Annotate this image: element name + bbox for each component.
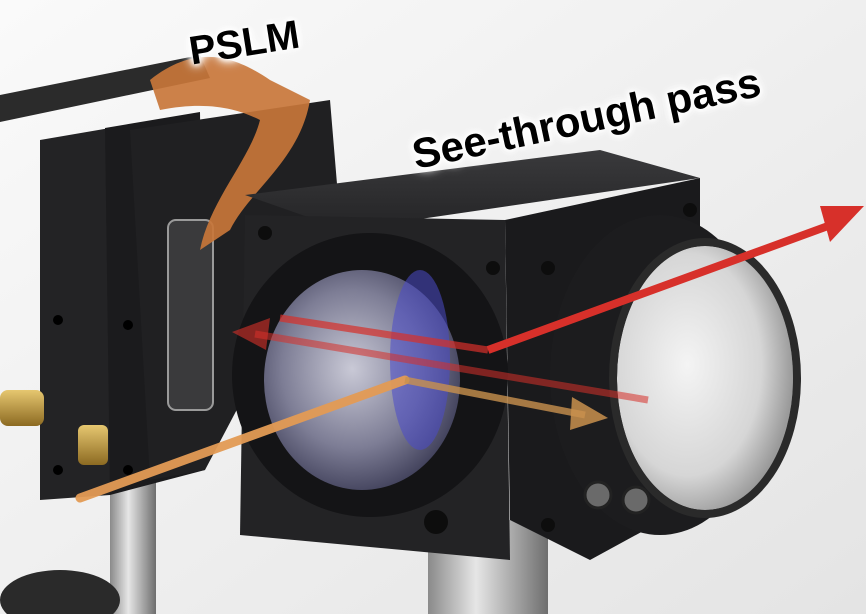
see-through-beam-arrowhead <box>820 206 864 242</box>
screw <box>123 465 133 475</box>
thumbscrew <box>621 485 651 515</box>
reflected-beam-arrowhead-left <box>232 318 270 350</box>
screw <box>258 226 272 240</box>
screw <box>541 261 555 275</box>
reflected-beam-upper <box>279 314 489 354</box>
input-beam-through-cube <box>404 376 586 419</box>
screw <box>123 320 133 330</box>
screw <box>53 465 63 475</box>
side-lens-glass <box>617 246 793 510</box>
input-beam <box>75 375 410 503</box>
cube-top-face <box>245 150 700 230</box>
screw <box>486 261 500 275</box>
screw <box>53 315 63 325</box>
brass-knob <box>78 425 108 465</box>
pslm-chip-holder <box>167 219 214 411</box>
input-beam-arrowhead <box>570 397 608 430</box>
see-through-beam <box>486 222 830 354</box>
post-base <box>0 570 120 614</box>
rail-bar <box>0 55 210 122</box>
reflected-beam-return <box>254 330 649 404</box>
flex-cable <box>150 56 310 250</box>
pslm-mount-plate-back <box>40 128 110 500</box>
brass-knob <box>0 390 44 426</box>
screw <box>683 203 697 217</box>
mounting-post-left <box>110 470 156 614</box>
screw <box>541 518 555 532</box>
thumbscrew <box>583 480 613 510</box>
screw <box>424 510 448 534</box>
side-lens-rim <box>609 238 801 518</box>
